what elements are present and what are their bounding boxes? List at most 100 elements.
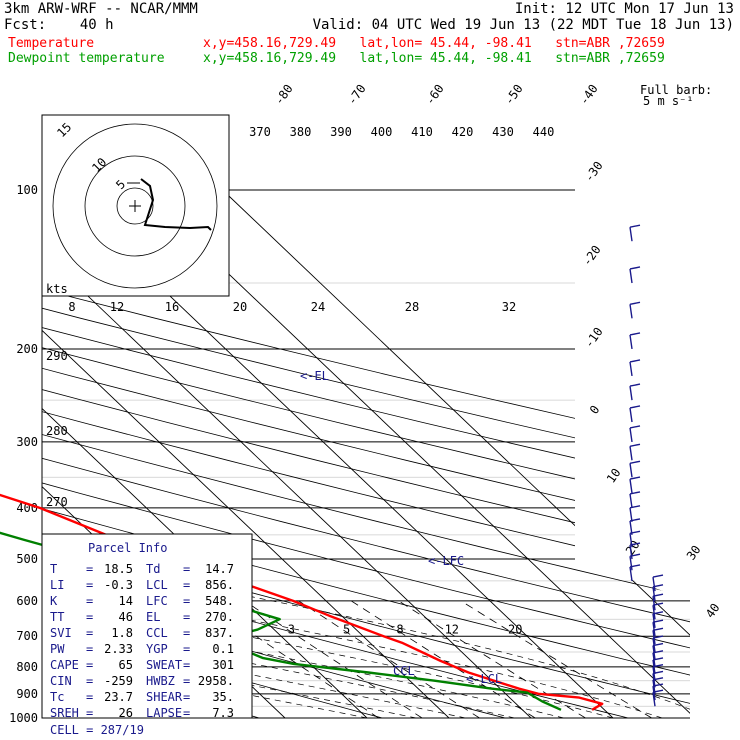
parcel-value: 14 [119,594,133,608]
mixing-ratio-line [298,600,480,718]
isotherm-label: 40 [703,601,723,621]
hodograph-axis-label: 28 [405,300,419,314]
hodograph-trace [140,178,212,231]
dry-adiabat-label: 270 [46,495,68,509]
hodograph-ring [84,155,186,257]
theta-label: 440 [533,125,555,139]
wind-barb [629,359,641,377]
wind-barb [629,476,641,494]
parcel-label: LFC [146,594,168,608]
parcel-equals: = [183,706,190,720]
pressure-label: 300 [16,435,38,449]
hodograph-axis-label: 12 [110,300,124,314]
mixing-ratio-label: 3 [288,623,295,637]
wind-barb [629,491,641,508]
moist-adiabat [42,348,515,718]
parcel-equals: = [86,626,93,640]
parcel-value: 548. [205,594,234,608]
init-time: Init: 12 UTC Mon 17 Jun 13 [514,1,734,17]
parcel-equals: = [183,562,190,576]
theta-label: 380 [290,125,312,139]
dry-adiabat [42,189,690,718]
dry-adiabat-label: 290 [46,349,68,363]
dry-adiabat [42,189,690,718]
pressure-label: 100 [16,183,38,197]
isotherm-label: 10 [604,466,624,486]
parcel-equals: = [86,610,93,624]
parcel-equals: = [183,690,190,704]
parcel-equals: = [86,594,93,608]
parcel-equals: = [86,658,93,672]
isotherm-label: 20 [623,538,643,558]
wind-barb [629,266,641,284]
parcel-value: 65 [119,658,133,672]
isotherm-label: -20 [580,243,604,269]
dry-adiabat [42,189,690,718]
mixing-ratio-line [350,600,536,718]
pressure-label: 1000 [9,711,38,725]
hodograph-ring [52,123,218,289]
moist-adiabat [42,348,564,718]
hodograph-unit: kts [46,282,68,296]
parcel-label: K [50,594,58,608]
dry-adiabat [42,189,690,718]
parcel-equals: = [86,706,93,720]
isotherm [222,189,690,718]
theta-label: 420 [452,125,474,139]
parcel-label: SHEAR [146,690,183,704]
isotherm-label: 0 [587,403,603,417]
dry-adiabat [42,189,690,718]
parcel-value: 1.8 [111,626,133,640]
parcel-label: LCL [146,578,168,592]
isotherm-label: -40 [577,82,601,108]
parcel-value: 35. [212,690,234,704]
parcel-value: 26 [119,706,133,720]
mixing-ratio-label: 5 [343,623,350,637]
parcel-equals: = [183,626,190,640]
theta-label: 430 [492,125,514,139]
parcel-label: HWBZ [146,674,175,688]
mixing-ratio-line [244,600,423,718]
parcel-label: SREH [50,706,79,720]
hodograph-axis-label: 24 [311,300,325,314]
isotherm [42,189,368,718]
mixing-ratio-label: 12 [445,623,459,637]
theta-label: 400 [371,125,393,139]
barb-scale-label: Full barb: [640,83,712,97]
parcel-value: 2.33 [104,642,133,656]
parcel-equals: = [183,658,190,672]
parcel-value: 2958. [198,674,234,688]
dry-adiabat [42,189,690,718]
parcel-equals: = [183,578,190,592]
parcel-label: T [50,562,57,576]
forecast-hour: Fcst: 40 h [4,17,114,33]
pressure-label: 200 [16,342,38,356]
parcel-label: PW [50,642,65,656]
parcel-equals: = [86,562,93,576]
mixing-ratio-line [203,600,379,718]
level-annotation: CCL [393,664,415,678]
hodograph-axis-label: 16 [165,300,179,314]
dry-adiabat [42,189,690,718]
theta-label: 410 [411,125,433,139]
parcel-label: LAPSE [146,706,182,720]
parcel-value: 856. [205,578,234,592]
hodograph-axis-label: 20 [233,300,247,314]
mixing-ratio-label: 8 [396,623,403,637]
parcel-value: 301 [212,658,234,672]
dry-adiabat-label: 280 [46,424,68,438]
parcel-value: 270. [205,610,234,624]
parcel-value: 18.5 [104,562,133,576]
dry-adiabat [42,189,550,718]
dry-adiabat [42,189,690,718]
parcel-label: CAPE [50,658,79,672]
isotherm-label: 30 [684,543,704,563]
parcel-value: 837. [205,626,234,640]
pressure-label: 700 [16,629,38,643]
parcel-equals: = [183,674,190,688]
moist-adiabat [42,348,690,718]
parcel-label: EL [146,610,160,624]
parcel-value: 14.7 [205,562,234,576]
parcel-panel-frame [41,533,253,719]
